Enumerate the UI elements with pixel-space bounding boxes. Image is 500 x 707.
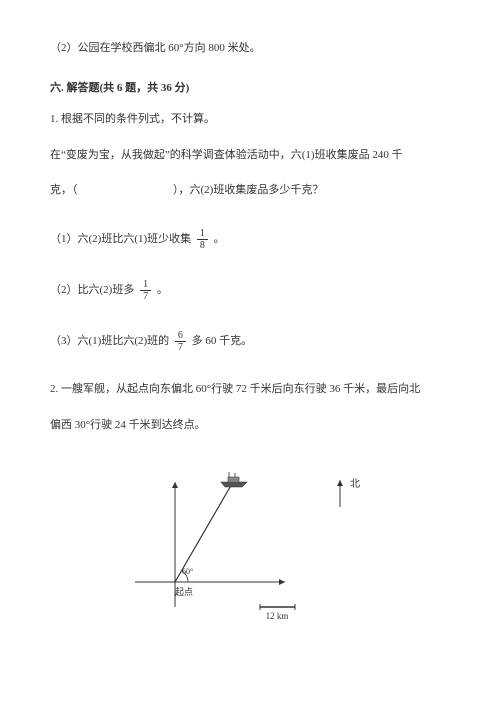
q1-context-b-post: ），六(2)班收集废品多少千克？ <box>173 184 323 196</box>
q1-context-line-b: 克，（ ），六(2)班收集废品多少千克？ <box>50 182 450 200</box>
q1-sub1-fraction: 1 8 <box>197 228 208 251</box>
frac-den: 7 <box>175 342 186 353</box>
q1-sub3-pre: （3）六(1)班比六(2)班的 <box>50 335 169 347</box>
q1-sub1: （1）六(2)班比六(1)班少收集 1 8 。 <box>50 228 450 251</box>
frac-den: 8 <box>197 240 208 251</box>
q1-context-b-pre: 克，（ <box>50 184 78 196</box>
svg-text:12 km: 12 km <box>266 611 289 621</box>
section-6-title: 六. 解答题(共 6 题，共 36 分) <box>50 80 450 98</box>
q1-context-line-a: 在“变废为宝，从我做起”的科学调查体验活动中，六(1)班收集废品 240 千 <box>50 147 450 165</box>
q1-stem: 1. 根据不同的条件列式，不计算。 <box>50 111 450 129</box>
q1-sub2-pre: （2）比六(2)班多 <box>50 284 134 296</box>
q2-line-b: 偏西 30°行驶 24 千米到达终点。 <box>50 417 450 435</box>
frac-num: 6 <box>175 330 186 342</box>
q2-line-a: 2. 一艘军舰，从起点向东偏北 60°行驶 72 千米后向东行驶 36 千米，最… <box>50 381 450 399</box>
q1-sub3-post: 多 60 千克。 <box>192 335 253 347</box>
q1-sub3-fraction: 6 7 <box>175 330 186 353</box>
svg-text:北: 北 <box>350 478 360 490</box>
q1-sub2-fraction: 1 7 <box>140 279 151 302</box>
q1-sub1-post: 。 <box>214 233 225 245</box>
svg-text:起点: 起点 <box>175 587 193 597</box>
q1-sub1-pre: （1）六(2)班比六(1)班少收集 <box>50 233 191 245</box>
q1-sub2: （2）比六(2)班多 1 7 。 <box>50 279 450 302</box>
frac-num: 1 <box>140 279 151 291</box>
q1-sub3: （3）六(1)班比六(2)班的 6 7 多 60 千克。 <box>50 330 450 353</box>
frac-num: 1 <box>197 228 208 240</box>
q2-figure: 起点 60° 北 12 km <box>50 452 450 627</box>
frac-den: 7 <box>140 291 151 302</box>
svg-text:60°: 60° <box>182 567 193 576</box>
q1-sub2-post: 。 <box>157 284 168 296</box>
prev-question-text: （2）公园在学校西偏北 60°方向 800 米处。 <box>50 40 450 58</box>
